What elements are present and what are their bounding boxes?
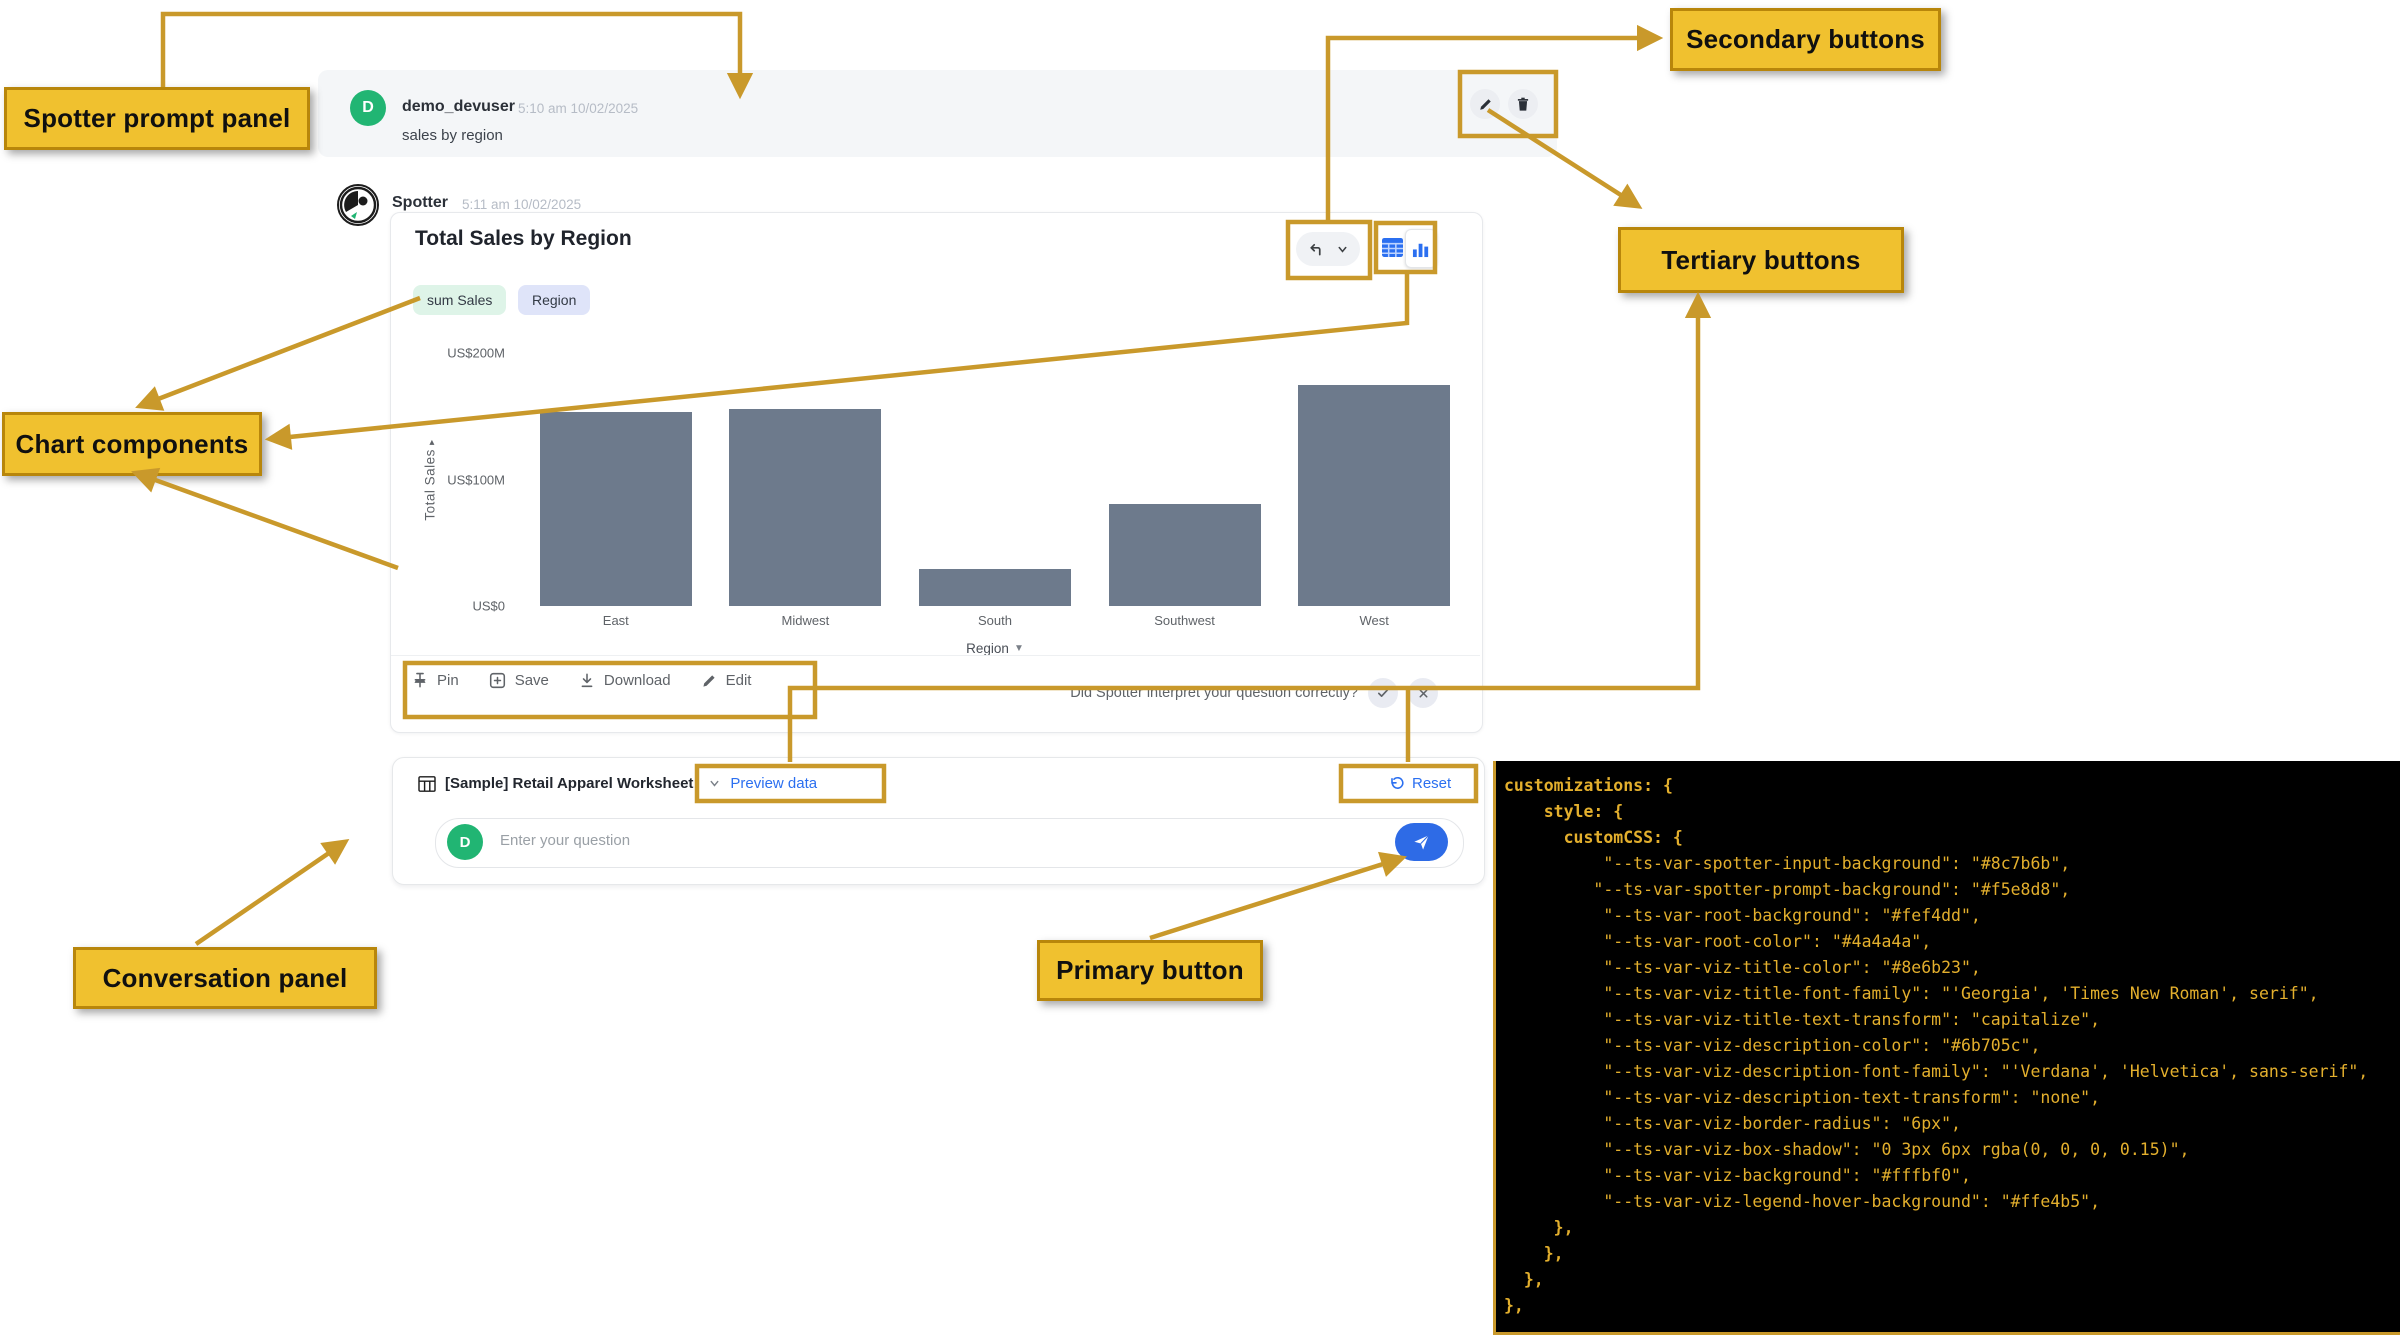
bar-southwest[interactable] [1108, 504, 1261, 606]
code-line: "--ts-var-viz-title-text-transform": "ca… [1504, 1010, 2101, 1029]
annotation-tertiary-buttons: Tertiary buttons [1618, 227, 1904, 293]
y-tick-label: US$100M [447, 472, 505, 487]
reset-icon [1388, 776, 1404, 792]
x-axis-selector[interactable]: Region ▼ [966, 641, 1024, 656]
bar-chart-icon [1412, 239, 1431, 258]
spotter-timestamp: 5:11 am 10/02/2025 [462, 197, 582, 212]
bar-slot [900, 353, 1090, 606]
bar-east[interactable] [539, 412, 692, 606]
x-tick-label: West [1359, 613, 1389, 628]
prompt-timestamp: 5:10 am 10/02/2025 [518, 101, 639, 116]
input-placeholder: Enter your question [500, 832, 631, 849]
code-line: "--ts-var-viz-description-text-transform… [1504, 1088, 2101, 1107]
check-icon [1376, 686, 1390, 700]
download-button[interactable]: Download [579, 672, 671, 689]
x-tick-label: Southwest [1154, 613, 1215, 628]
user-name: demo_devuser [402, 98, 515, 115]
annotation-primary-button: Primary button [1037, 940, 1263, 1001]
code-line: "--ts-var-spotter-input-background": "#8… [1504, 854, 2071, 873]
token-attribute[interactable]: Region [518, 285, 591, 315]
code-line: "--ts-var-viz-title-color": "#8e6b23", [1504, 958, 1981, 977]
pin-icon [412, 672, 428, 689]
bar-slot [521, 353, 711, 606]
prompt-message: sales by region [402, 127, 503, 144]
feedback-row: Did Spotter interpret your question corr… [1048, 678, 1438, 708]
code-line: "--ts-var-viz-description-color": "#6b70… [1504, 1036, 2041, 1055]
code-line: "--ts-var-viz-border-radius": "6px", [1504, 1114, 1961, 1133]
x-tick-label: East [602, 613, 629, 628]
annotation-spotter-prompt-panel: Spotter prompt panel [4, 87, 310, 150]
delete-prompt-button[interactable] [1508, 89, 1538, 119]
annotation-chart-components: Chart components [2, 412, 262, 476]
annotation-secondary-buttons: Secondary buttons [1670, 8, 1941, 71]
input-avatar: D [447, 824, 483, 860]
pin-button[interactable]: Pin [412, 672, 459, 689]
spotter-avatar [337, 184, 379, 226]
edit-prompt-button[interactable] [1470, 89, 1500, 119]
worksheet-icon [418, 775, 436, 792]
y-tick-label: US$200M [447, 345, 505, 361]
caret-down-icon: ▼ [1013, 643, 1024, 654]
chevron-down-icon[interactable] [708, 777, 721, 790]
bar-south[interactable] [918, 569, 1071, 606]
worksheet-name[interactable]: [Sample] Retail Apparel Worksheet [445, 775, 694, 792]
send-plane-icon [1412, 833, 1431, 852]
undo-button-group[interactable] [1296, 232, 1360, 266]
code-line: }, [1504, 1270, 1544, 1289]
preview-data-link[interactable]: Preview data [730, 775, 818, 792]
code-line: }, [1504, 1296, 1524, 1315]
user-avatar: D [350, 90, 386, 126]
pencil-icon [701, 673, 717, 689]
code-line: customCSS: { [1504, 828, 1683, 847]
pencil-icon [1478, 97, 1493, 112]
feedback-yes-button[interactable] [1368, 678, 1398, 708]
token-measure[interactable]: sum Sales [413, 285, 507, 315]
code-line: "--ts-var-spotter-prompt-background": "#… [1504, 880, 2071, 899]
viz-title: Total Sales by Region [415, 227, 632, 250]
close-icon [1417, 687, 1430, 700]
bar-slot [1279, 353, 1469, 606]
bar-west[interactable] [1298, 385, 1451, 606]
table-view-toggle[interactable] [1381, 237, 1404, 258]
chart-view-toggle[interactable] [1405, 229, 1437, 268]
chevron-down-icon [1336, 243, 1349, 256]
customizations-code-block: customizations: { style: { customCSS: { … [1493, 761, 2400, 1335]
x-axis-labels: East Midwest South Southwest West [521, 613, 1469, 628]
bar-slot [1090, 353, 1280, 606]
table-icon [1381, 237, 1404, 258]
spotter-name: Spotter [392, 194, 448, 211]
code-line: style: { [1504, 802, 1624, 821]
code-line: "--ts-var-root-color": "#4a4a4a", [1504, 932, 1932, 951]
code-line: "--ts-var-root-background": "#fef4dd", [1504, 906, 1981, 925]
code-line: "--ts-var-viz-background": "#fffbf0", [1504, 1166, 1971, 1185]
answer-actions: Pin Save Download Edit [412, 672, 751, 689]
annotation-conversation-panel: Conversation panel [73, 947, 377, 1009]
y-tick-label: US$0 [472, 598, 505, 614]
code-line: "--ts-var-viz-legend-hover-background": … [1504, 1192, 2101, 1211]
code-line: "--ts-var-viz-description-font-family": … [1504, 1062, 2369, 1081]
save-button[interactable]: Save [489, 672, 549, 689]
code-line: customizations: { [1504, 776, 1673, 795]
undo-icon [1307, 241, 1324, 258]
code-line: }, [1504, 1244, 1564, 1263]
card-divider [391, 655, 1480, 656]
code-line: }, [1504, 1218, 1574, 1237]
trash-icon [1516, 97, 1530, 112]
edit-button[interactable]: Edit [701, 672, 751, 689]
x-tick-label: Midwest [781, 613, 830, 628]
feedback-question: Did Spotter interpret your question corr… [1070, 685, 1358, 701]
bar-slot [711, 353, 901, 606]
reset-button[interactable]: Reset [1388, 775, 1451, 792]
code-line: "--ts-var-viz-box-shadow": "0 3px 6px rg… [1504, 1140, 2190, 1159]
x-tick-label: South [977, 613, 1012, 628]
download-icon [579, 672, 595, 689]
bar-chart-plot [521, 353, 1469, 606]
send-button[interactable] [1395, 823, 1448, 861]
code-line: "--ts-var-viz-title-font-family": "'Geor… [1504, 984, 2319, 1003]
worksheet-row: [Sample] Retail Apparel Worksheet Previe… [418, 775, 817, 792]
bar-midwest[interactable] [729, 409, 882, 606]
save-plus-icon [489, 672, 506, 689]
feedback-no-button[interactable] [1408, 678, 1438, 708]
